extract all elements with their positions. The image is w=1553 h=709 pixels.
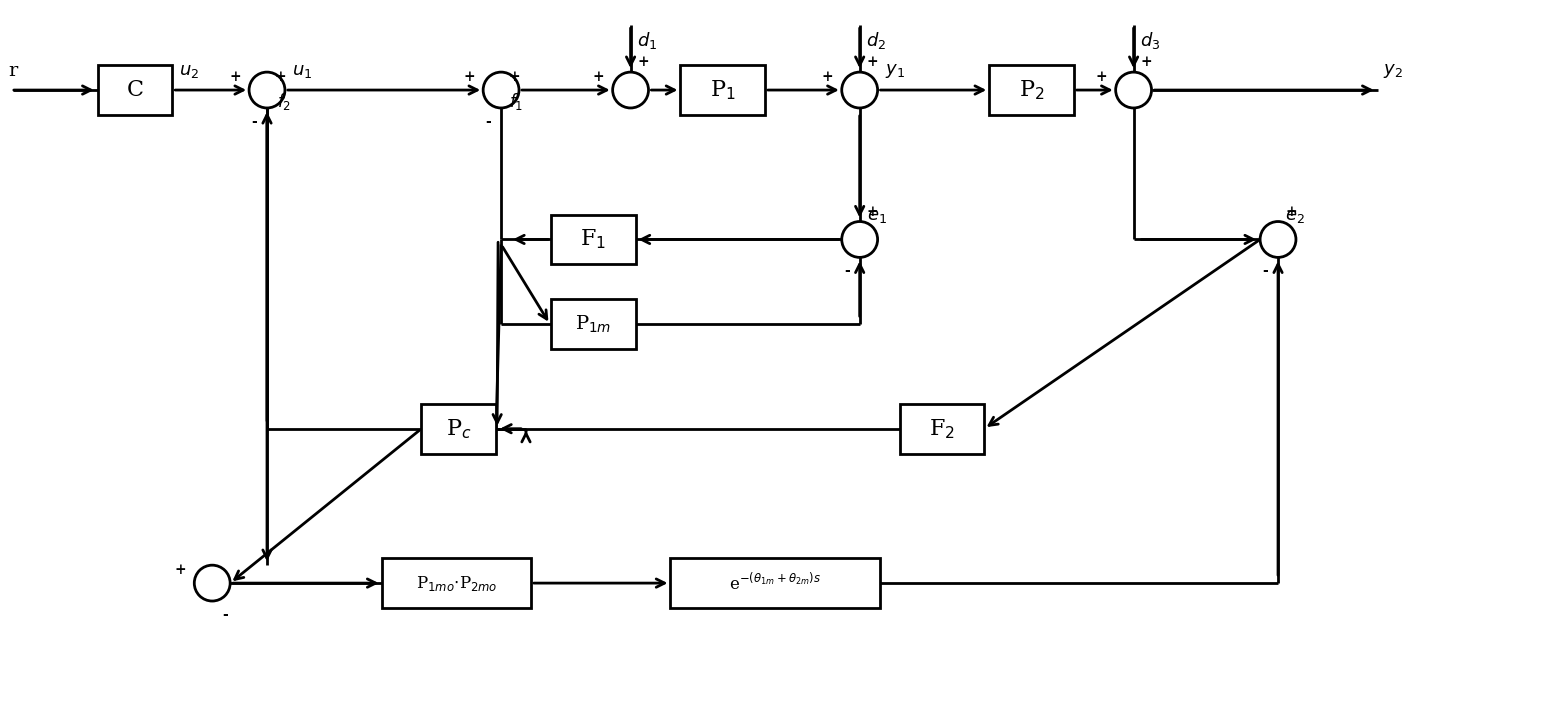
Text: -: - [843,264,849,279]
Text: $y_2$: $y_2$ [1382,62,1402,80]
Text: +: + [463,70,475,84]
Text: +: + [593,70,604,84]
Text: F$_1$: F$_1$ [581,228,606,251]
Text: $d_2$: $d_2$ [865,30,885,51]
Circle shape [1259,221,1295,257]
FancyBboxPatch shape [989,65,1073,115]
Text: -: - [1263,264,1267,279]
Text: +: + [867,55,879,69]
Text: +: + [638,55,649,69]
Text: e$^{-(\theta_{1m}+\theta_{2m})s}$: e$^{-(\theta_{1m}+\theta_{2m})s}$ [728,572,822,593]
Text: P$_{1m}$: P$_{1m}$ [575,313,612,335]
Text: $u_2$: $u_2$ [179,62,199,80]
Text: $u_1$: $u_1$ [292,62,312,80]
Text: -: - [222,608,228,622]
Text: C: C [126,79,143,101]
Circle shape [1115,72,1151,108]
Text: $y_1$: $y_1$ [885,62,904,80]
FancyBboxPatch shape [671,558,879,608]
Text: $f_2$: $f_2$ [276,91,290,112]
FancyBboxPatch shape [551,215,635,264]
Text: P$_c$: P$_c$ [446,417,472,440]
Text: +: + [174,563,186,577]
Circle shape [842,221,877,257]
Text: +: + [867,205,879,218]
FancyBboxPatch shape [421,404,495,454]
Circle shape [612,72,649,108]
Text: +: + [508,70,520,84]
Text: +: + [1286,205,1297,218]
Text: +: + [822,70,834,84]
Text: r: r [8,62,17,80]
Text: -: - [485,115,491,129]
Text: +: + [230,70,241,84]
Circle shape [248,72,284,108]
Text: $d_3$: $d_3$ [1140,30,1160,51]
FancyBboxPatch shape [382,558,531,608]
FancyBboxPatch shape [98,65,172,115]
Text: -: - [252,115,256,129]
FancyBboxPatch shape [899,404,985,454]
Text: +: + [1096,70,1107,84]
FancyBboxPatch shape [680,65,766,115]
Text: F$_2$: F$_2$ [929,417,955,440]
Text: P$_2$: P$_2$ [1019,78,1044,102]
Text: $e_1$: $e_1$ [867,206,887,225]
Text: $d_1$: $d_1$ [637,30,657,51]
Circle shape [194,565,230,601]
Text: P$_{1mo}$$\cdot$P$_{2mo}$: P$_{1mo}$$\cdot$P$_{2mo}$ [416,574,497,593]
Text: P$_1$: P$_1$ [710,78,736,102]
FancyBboxPatch shape [551,299,635,349]
Circle shape [483,72,519,108]
Text: $f_1$: $f_1$ [509,91,523,112]
Text: +: + [275,70,286,84]
Text: +: + [1141,55,1152,69]
Circle shape [842,72,877,108]
Text: $e_2$: $e_2$ [1284,206,1305,225]
